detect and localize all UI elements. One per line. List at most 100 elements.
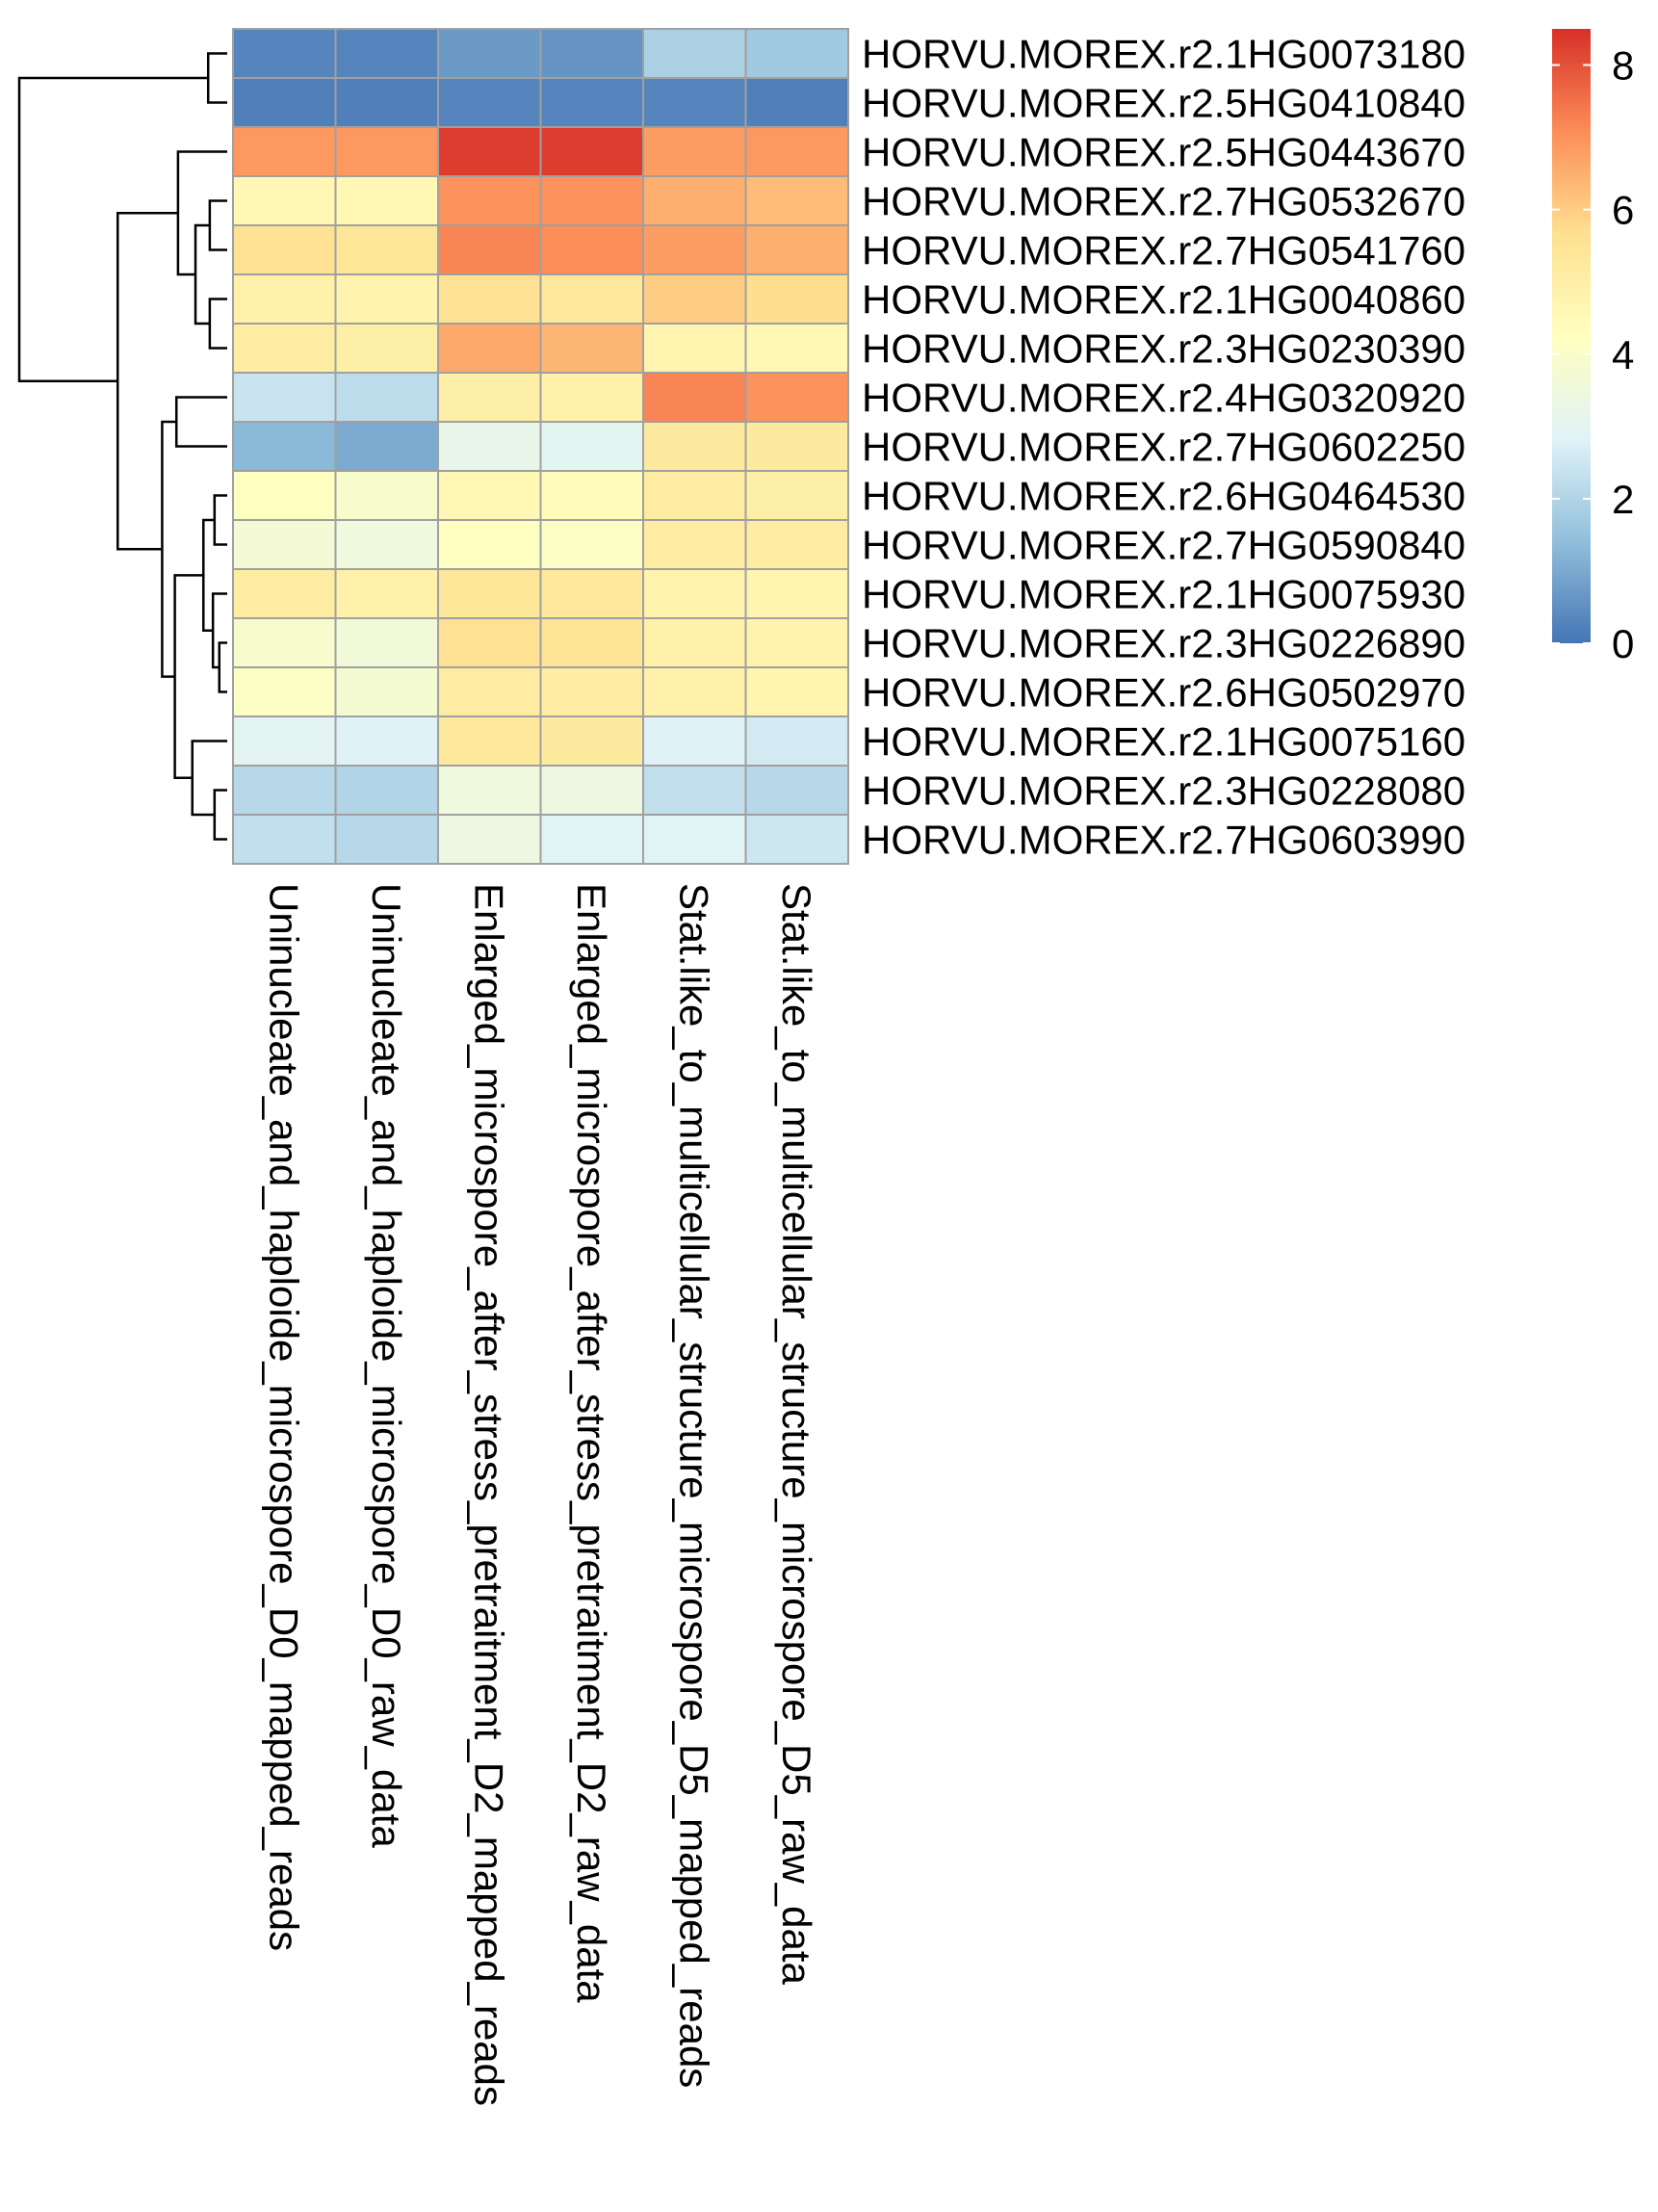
heatmap-cell [334,568,439,619]
row-label: HORVU.MOREX.r2.6HG0502970 [862,670,1465,716]
legend-tick-label: 2 [1612,477,1634,522]
heatmap-cell [744,273,849,325]
heatmap-cell [744,716,849,767]
row-label: HORVU.MOREX.r2.4HG0320920 [862,376,1465,421]
heatmap-cell [539,765,644,816]
row-label: HORVU.MOREX.r2.1HG0075930 [862,572,1465,617]
heatmap-cell [437,273,542,325]
heatmap-cell [334,617,439,668]
heatmap-cell [334,765,439,816]
heatmap-cell [539,77,644,128]
heatmap-cell [437,568,542,619]
heatmap-cell [232,666,337,717]
column-label: Enlarged_microspore_after_stress_pretrai… [466,883,511,2106]
heatmap-cell [539,323,644,374]
heatmap-cell [539,470,644,521]
heatmap-cells [232,28,849,865]
row-label: HORVU.MOREX.r2.3HG0226890 [862,621,1465,666]
dendrogram-branch [213,494,227,546]
heatmap-cell [437,666,542,717]
heatmap-cell [642,421,747,472]
heatmap-cell [437,372,542,423]
row-label: HORVU.MOREX.r2.1HG0040860 [862,277,1465,323]
row-label: HORVU.MOREX.r2.7HG0590840 [862,523,1465,568]
heatmap-cell [642,765,747,816]
heatmap-cell [539,814,644,865]
dendrogram-branch [208,199,227,251]
heatmap-cell [744,77,849,128]
legend-tick-label: 8 [1612,43,1634,89]
heatmap-cell [642,77,747,128]
heatmap-cell [642,519,747,570]
heatmap-cell [437,617,542,668]
heatmap-cell [642,126,747,177]
heatmap-cell [437,519,542,570]
heatmap-cell [744,126,849,177]
heatmap-cell [539,372,644,423]
heatmap-cell [642,28,747,79]
heatmap-cell [642,568,747,619]
row-label: HORVU.MOREX.r2.5HG0443670 [862,130,1465,175]
heatmap-cell [744,666,849,717]
heatmap-cell [232,77,337,128]
heatmap-cell [539,126,644,177]
heatmap-cell [334,273,439,325]
row-label: HORVU.MOREX.r2.5HG0410840 [862,81,1465,126]
dendrogram-branch [161,420,177,678]
heatmap-cell [232,716,337,767]
heatmap-cell [232,28,337,79]
heatmap-cell [437,224,542,275]
heatmap-cell [744,470,849,521]
heatmap-cell [744,568,849,619]
heatmap-cell [539,273,644,325]
legend-tick-label: 0 [1612,621,1634,666]
row-labels: HORVU.MOREX.r2.1HG0073180HORVU.MOREX.r2.… [862,32,1465,863]
row-label: HORVU.MOREX.r2.1HG0073180 [862,32,1465,77]
heatmap-cell [334,470,439,521]
dendrogram-branch [174,396,227,448]
heatmap-cell [642,470,747,521]
dendrogram-branch [194,223,210,325]
column-label: Enlarged_microspore_after_stress_pretrai… [569,883,614,2003]
legend-color-bar [1552,29,1591,643]
heatmap-cell [334,323,439,374]
heatmap-cell [642,323,747,374]
heatmap-cell [334,372,439,423]
heatmap-cell [437,421,542,472]
heatmap-cell [642,175,747,226]
heatmap-cell [642,716,747,767]
heatmap-cell [232,814,337,865]
heatmap-cell [232,421,337,472]
heatmap-cell [744,765,849,816]
heatmap-cell [539,421,644,472]
dendrogram-branch [206,52,227,104]
heatmap-cell [232,470,337,521]
dendrogram-branch [176,150,227,276]
heatmap-cell [334,28,439,79]
heatmap-cell [539,28,644,79]
heatmap-cell [642,224,747,275]
heatmap-cell [232,617,337,668]
heatmap-cell [334,519,439,570]
heatmap-cell [744,175,849,226]
dendrogram-branch [218,641,227,693]
heatmap-cell [232,765,337,816]
heatmap-cell [232,273,337,325]
dendrogram-branch [116,212,178,551]
heatmap-cell [334,126,439,177]
heatmap-cell [232,323,337,374]
heatmap-cell [437,814,542,865]
column-label: Uninucleate_and_haploide_microspore_D0_r… [364,883,409,1848]
heatmap-cell [539,617,644,668]
heatmap-cell [642,814,747,865]
heatmap-cell [539,224,644,275]
heatmap-cell [539,519,644,570]
heatmap-cell [334,421,439,472]
dendrogram-branch [213,789,227,841]
heatmap-cell [744,617,849,668]
row-label: HORVU.MOREX.r2.7HG0541760 [862,228,1465,273]
color-legend: 0 2 4 6 8 [1552,29,1634,666]
heatmap-cell [744,224,849,275]
row-label: HORVU.MOREX.r2.1HG0075160 [862,719,1465,765]
